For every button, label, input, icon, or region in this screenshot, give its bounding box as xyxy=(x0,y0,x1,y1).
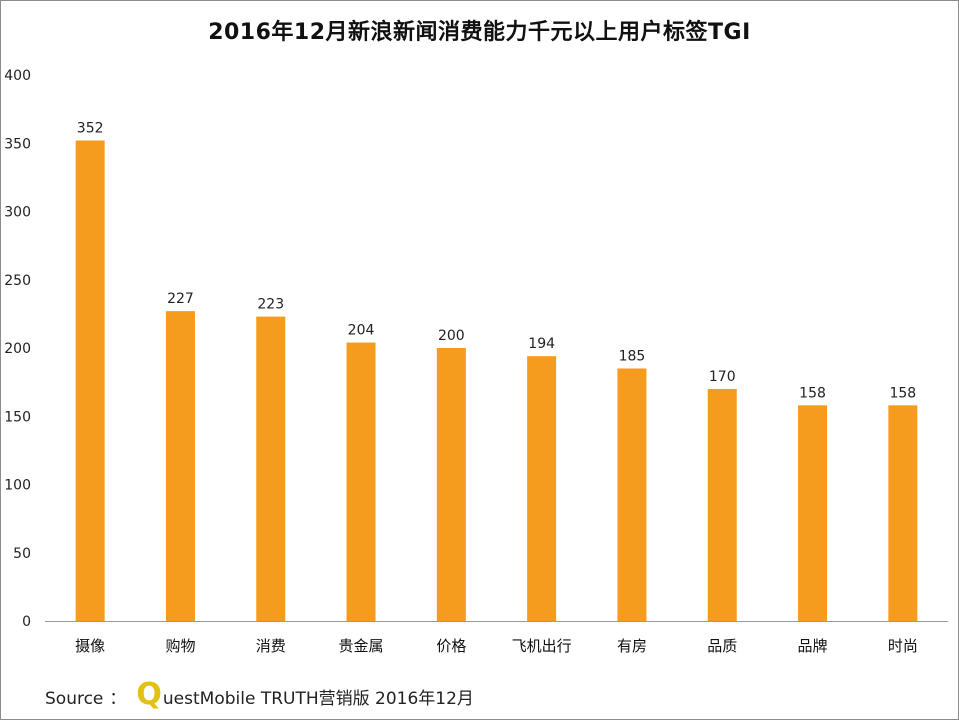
data-label-0: 352 xyxy=(77,121,104,137)
bar-4 xyxy=(436,348,466,621)
x-tick-label-4: 价格 xyxy=(436,637,466,655)
data-label-4: 200 xyxy=(438,328,465,344)
source-text: uestMobile TRUTH营销版 2016年12月 xyxy=(162,689,474,709)
y-tick-label: 200 xyxy=(4,341,31,357)
label-layer: 352 摄像 227 购物 223 消费 204 贵金属 200 价格 194 飞机出行 185 有房 17… xyxy=(75,121,918,655)
bar-0 xyxy=(75,140,105,621)
x-tick-label-1: 购物 xyxy=(165,637,195,655)
y-tick-label: 400 xyxy=(4,68,31,84)
source-line: Source ： Q uestMobile TRUTH营销版 2016年12月 xyxy=(45,680,474,716)
bar-5 xyxy=(527,356,557,621)
x-tick-label-0: 摄像 xyxy=(75,637,105,655)
source-label: Source xyxy=(45,689,104,709)
y-tick-label: 300 xyxy=(4,205,31,221)
y-tick-label: 350 xyxy=(4,136,31,152)
data-label-9: 158 xyxy=(889,385,916,401)
x-tick-label-9: 时尚 xyxy=(888,637,918,655)
x-tick-label-5: 飞机出行 xyxy=(512,637,572,655)
axis-layer: 0 50 100 150 200 250 300 350 400 xyxy=(4,68,948,630)
y-tick-label: 150 xyxy=(4,409,31,425)
y-tick-label: 50 xyxy=(13,546,31,562)
chart-title: 2016年12月新浪新闻消费能力千元以上用户标签TGI xyxy=(208,20,751,45)
bar-9 xyxy=(888,405,918,621)
data-label-5: 194 xyxy=(528,336,555,352)
data-label-2: 223 xyxy=(257,297,284,313)
bar-7 xyxy=(707,388,737,621)
source-colon: ： xyxy=(109,689,127,709)
bar-3 xyxy=(346,342,376,621)
bar-2 xyxy=(256,316,286,621)
y-tick-label: 250 xyxy=(4,273,31,289)
bar-layer xyxy=(75,140,918,621)
x-tick-label-6: 有房 xyxy=(617,637,647,655)
y-tick-label: 0 xyxy=(22,614,31,630)
x-tick-label-3: 贵金属 xyxy=(339,637,384,655)
questmobile-logo-letter: Q xyxy=(136,677,162,712)
x-tick-label-2: 消费 xyxy=(256,637,286,655)
x-tick-label-7: 品质 xyxy=(707,637,737,655)
data-label-1: 227 xyxy=(167,291,194,307)
data-label-7: 170 xyxy=(709,369,736,385)
y-tick-label: 100 xyxy=(4,478,31,494)
data-label-8: 158 xyxy=(799,385,826,401)
data-label-6: 185 xyxy=(619,348,646,364)
bar-1 xyxy=(165,311,195,621)
data-label-3: 204 xyxy=(348,323,375,339)
bar-6 xyxy=(617,368,647,621)
bar-8 xyxy=(798,405,828,621)
x-tick-label-8: 品牌 xyxy=(798,637,828,655)
